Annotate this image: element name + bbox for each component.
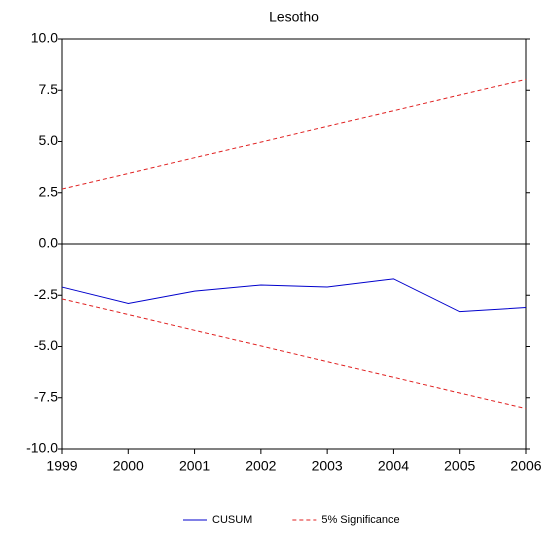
y-tick-label: 2.5 — [39, 183, 59, 199]
x-tick-label: 2003 — [312, 458, 343, 474]
x-tick-label: 2004 — [378, 458, 409, 474]
lower-bound — [61, 298, 527, 410]
y-tick-label: -7.5 — [34, 388, 58, 404]
x-tick-label: 2001 — [179, 458, 210, 474]
y-tick-label: 7.5 — [39, 81, 59, 97]
x-tick-label: 2000 — [113, 458, 144, 474]
y-tick-label: 0.0 — [39, 235, 59, 251]
y-tick-label: -10.0 — [26, 440, 58, 456]
legend-label: 5% Significance — [321, 514, 399, 526]
y-tick-label: -2.5 — [34, 286, 58, 302]
y-tick-label: 5.0 — [39, 132, 59, 148]
y-tick-label: -5.0 — [34, 337, 58, 353]
legend: CUSUM 5% Significance — [183, 514, 400, 526]
x-tick-label: 1999 — [46, 458, 77, 474]
upper-bound — [61, 78, 527, 190]
x-tick-label: 2006 — [510, 458, 541, 474]
x-tick-label: 2002 — [245, 458, 276, 474]
chart-title: Lesotho — [269, 9, 319, 25]
legend-label: CUSUM — [212, 514, 252, 526]
cusum-line — [61, 278, 527, 313]
x-tick-label: 2005 — [444, 458, 475, 474]
y-tick-label: 10.0 — [31, 30, 58, 46]
